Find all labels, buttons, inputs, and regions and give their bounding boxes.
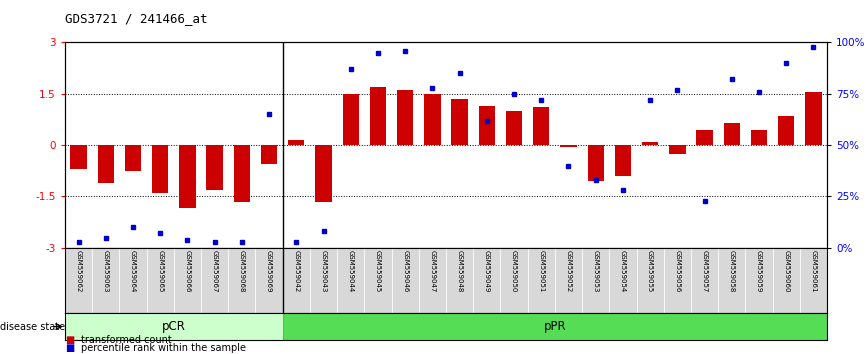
Bar bbox=[98, 145, 114, 183]
Bar bbox=[533, 108, 549, 145]
Bar bbox=[451, 99, 468, 145]
Text: GSM559048: GSM559048 bbox=[456, 250, 462, 292]
Text: GSM559046: GSM559046 bbox=[402, 250, 408, 292]
Text: GSM559043: GSM559043 bbox=[320, 250, 326, 292]
Text: GSM559050: GSM559050 bbox=[511, 250, 517, 292]
Text: disease state: disease state bbox=[0, 321, 65, 332]
Text: GSM559068: GSM559068 bbox=[239, 250, 245, 292]
Text: GSM559047: GSM559047 bbox=[430, 250, 436, 292]
Text: GSM559059: GSM559059 bbox=[756, 250, 762, 292]
Bar bbox=[288, 140, 305, 145]
Bar bbox=[261, 145, 277, 164]
Text: GSM559049: GSM559049 bbox=[484, 250, 490, 292]
Bar bbox=[506, 111, 522, 145]
Text: pCR: pCR bbox=[162, 320, 185, 333]
Text: GSM559064: GSM559064 bbox=[130, 250, 136, 292]
Bar bbox=[778, 116, 794, 145]
Text: GSM559063: GSM559063 bbox=[103, 250, 109, 292]
Text: ■: ■ bbox=[65, 343, 74, 353]
Text: GDS3721 / 241466_at: GDS3721 / 241466_at bbox=[65, 12, 208, 25]
Bar bbox=[587, 145, 604, 181]
Bar bbox=[65, 313, 282, 340]
Bar bbox=[805, 92, 822, 145]
Bar bbox=[696, 130, 713, 145]
Text: GSM559051: GSM559051 bbox=[539, 250, 544, 292]
Bar bbox=[343, 94, 359, 145]
Bar bbox=[397, 90, 413, 145]
Text: ■: ■ bbox=[65, 335, 74, 345]
Bar bbox=[751, 130, 767, 145]
Text: transformed count: transformed count bbox=[81, 335, 171, 345]
Text: GSM559057: GSM559057 bbox=[701, 250, 708, 292]
Text: GSM559062: GSM559062 bbox=[75, 250, 81, 292]
Text: GSM559056: GSM559056 bbox=[675, 250, 681, 292]
Bar bbox=[125, 145, 141, 171]
Text: GSM559066: GSM559066 bbox=[184, 250, 191, 292]
Bar bbox=[206, 145, 223, 190]
Text: GSM559052: GSM559052 bbox=[565, 250, 572, 292]
Text: pPR: pPR bbox=[544, 320, 566, 333]
Text: GSM559042: GSM559042 bbox=[294, 250, 300, 292]
Bar bbox=[424, 94, 441, 145]
Bar bbox=[234, 145, 250, 202]
Bar bbox=[179, 145, 196, 209]
Bar bbox=[479, 106, 495, 145]
Text: GSM559055: GSM559055 bbox=[647, 250, 653, 292]
Text: GSM559061: GSM559061 bbox=[811, 250, 817, 292]
Bar bbox=[152, 145, 168, 193]
Bar bbox=[642, 142, 658, 145]
Bar bbox=[669, 145, 686, 154]
Bar bbox=[560, 145, 577, 147]
Text: GSM559069: GSM559069 bbox=[266, 250, 272, 292]
Bar bbox=[615, 145, 631, 176]
Text: GSM559053: GSM559053 bbox=[592, 250, 598, 292]
Text: GSM559054: GSM559054 bbox=[620, 250, 626, 292]
Text: GSM559065: GSM559065 bbox=[158, 250, 163, 292]
Bar bbox=[724, 123, 740, 145]
Text: GSM559045: GSM559045 bbox=[375, 250, 381, 292]
Text: GSM559058: GSM559058 bbox=[729, 250, 734, 292]
Text: GSM559060: GSM559060 bbox=[783, 250, 789, 292]
Bar bbox=[370, 87, 386, 145]
Text: GSM559067: GSM559067 bbox=[211, 250, 217, 292]
Bar bbox=[282, 313, 827, 340]
Text: percentile rank within the sample: percentile rank within the sample bbox=[81, 343, 246, 353]
Bar bbox=[70, 145, 87, 169]
Bar bbox=[315, 145, 332, 202]
Text: GSM559044: GSM559044 bbox=[348, 250, 353, 292]
